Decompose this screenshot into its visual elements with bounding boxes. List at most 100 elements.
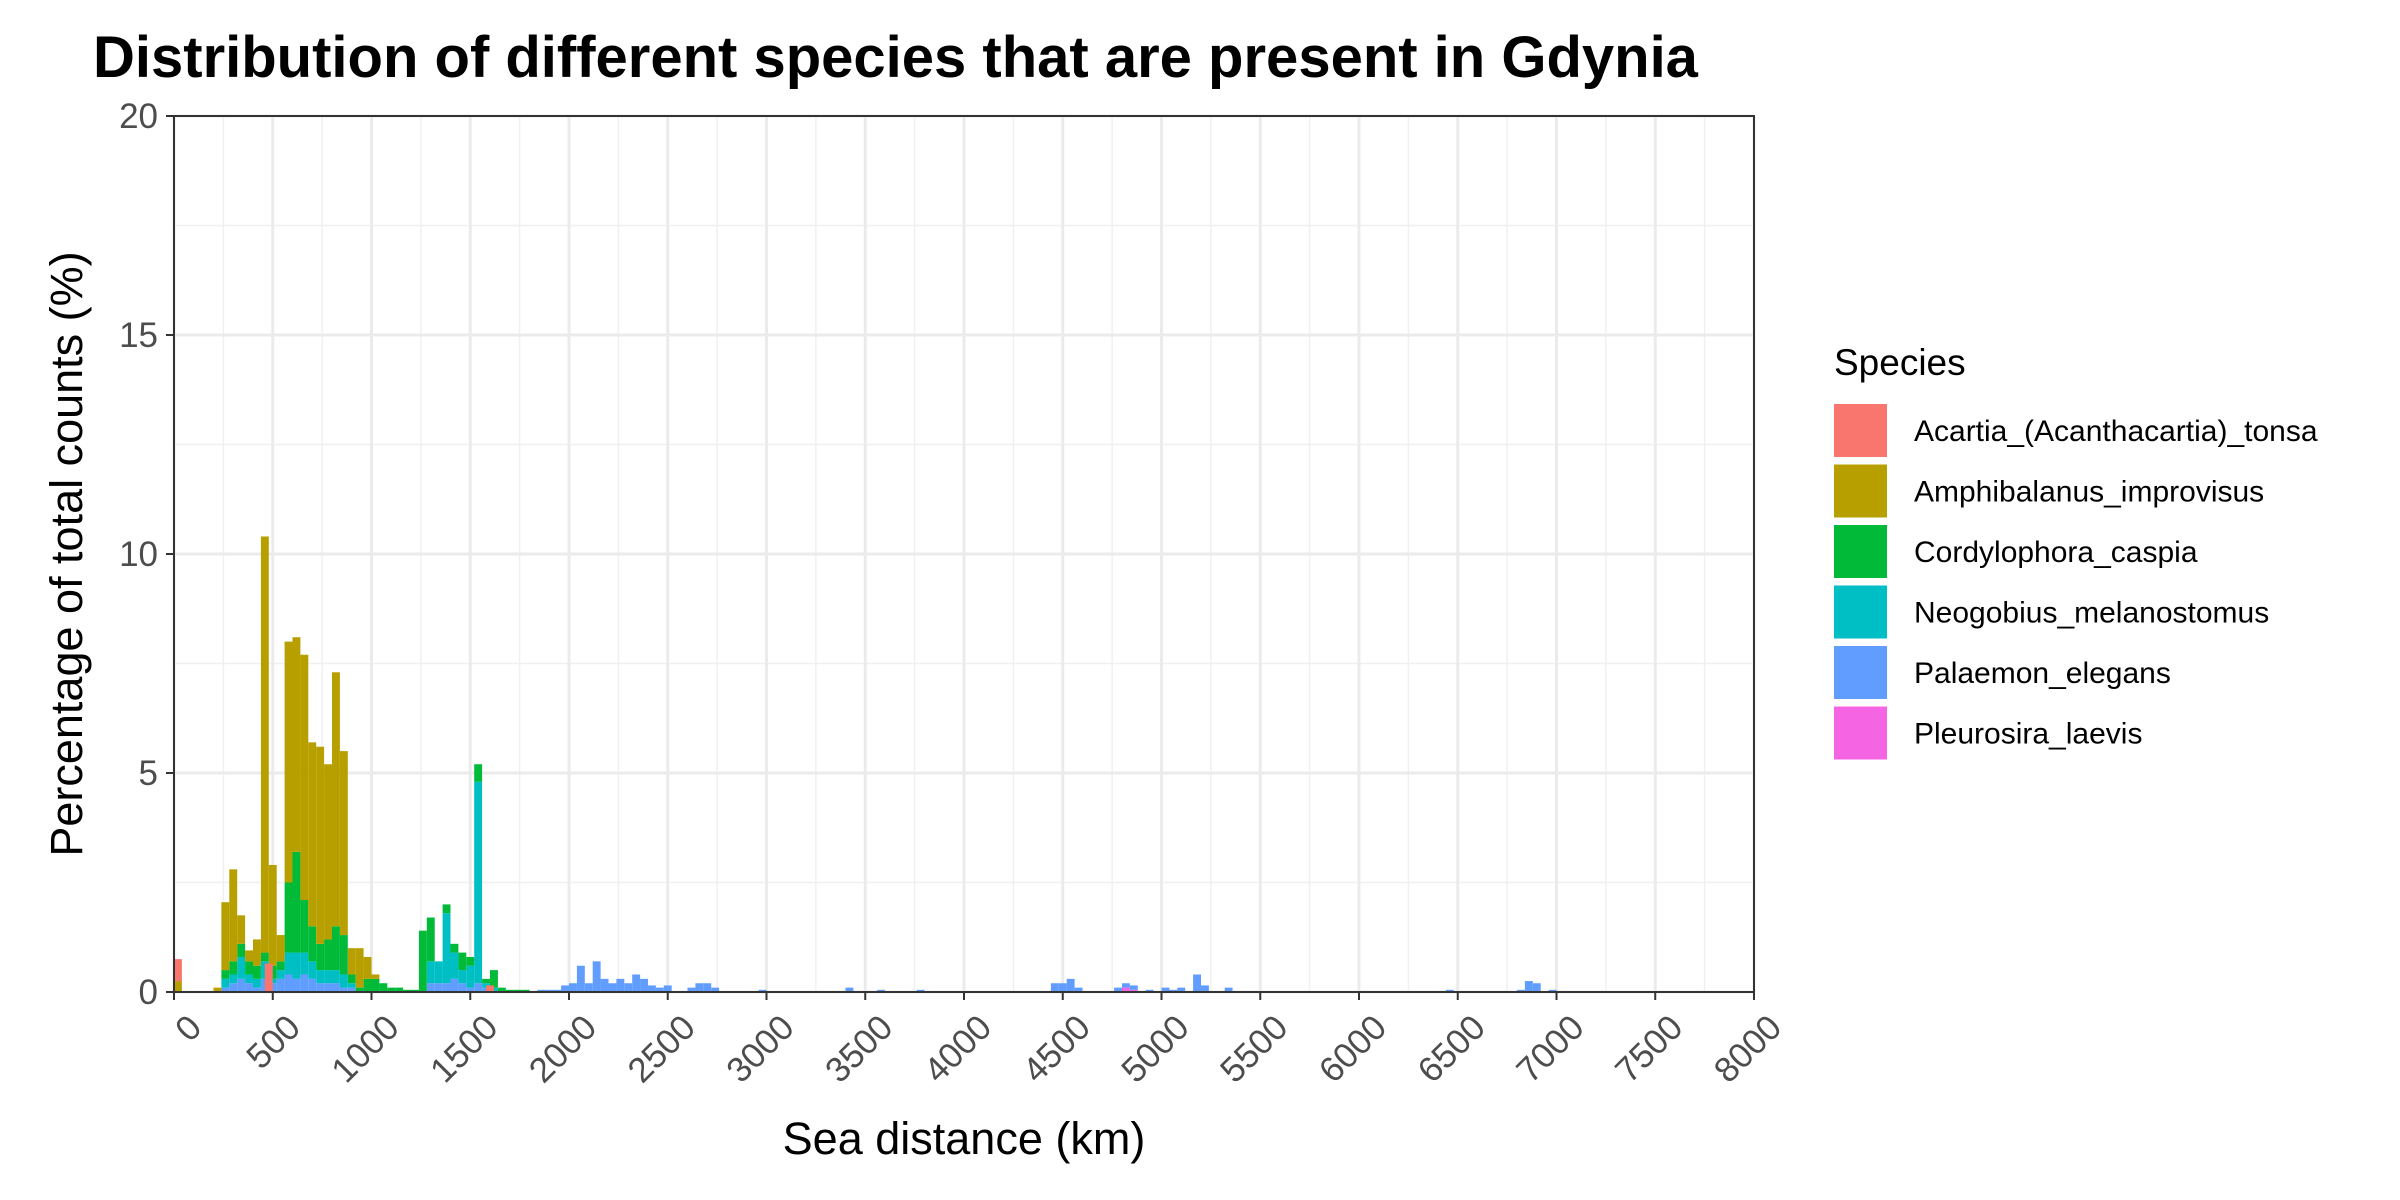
- bar: [474, 781, 483, 984]
- x-tick-label: 6500: [1410, 1008, 1493, 1091]
- bar: [260, 952, 269, 962]
- bar: [640, 978, 648, 992]
- x-tick-label: 8000: [1707, 1008, 1790, 1091]
- bar: [292, 978, 301, 992]
- legend-swatch: [1834, 525, 1887, 578]
- bar: [339, 751, 348, 936]
- bar: [221, 902, 230, 971]
- x-tick-label: 5000: [1114, 1008, 1197, 1091]
- bar: [237, 915, 246, 944]
- bar: [553, 989, 562, 992]
- bar: [458, 952, 467, 971]
- legend-swatch: [1834, 585, 1887, 639]
- bar: [1129, 989, 1138, 992]
- bar: [450, 943, 459, 953]
- bar: [284, 952, 293, 975]
- x-axis-title: Sea distance (km): [783, 1113, 1146, 1164]
- x-tick-label: 500: [239, 1008, 308, 1077]
- bar: [1524, 981, 1533, 992]
- bar: [711, 987, 720, 992]
- bar: [300, 952, 309, 975]
- series-Amphibalanus_improvisus: [174, 536, 380, 992]
- bar: [616, 978, 625, 992]
- y-tick-label: 0: [139, 973, 158, 1012]
- bar: [253, 987, 261, 992]
- bar: [300, 974, 309, 992]
- bar: [174, 981, 182, 992]
- bar: [513, 989, 522, 992]
- bar: [229, 983, 238, 992]
- bar: [284, 882, 293, 953]
- bar: [308, 742, 317, 927]
- bar: [1058, 983, 1067, 992]
- series-Palaemon_elegans: [221, 961, 1557, 992]
- legend-swatch: [1834, 404, 1887, 457]
- bar: [268, 864, 277, 966]
- bar: [276, 961, 285, 971]
- bar: [418, 930, 427, 992]
- bar: [490, 987, 498, 992]
- bar: [1548, 989, 1557, 992]
- x-tick-label: 0: [168, 1008, 209, 1049]
- bar: [300, 654, 309, 901]
- bar: [545, 989, 554, 992]
- x-tick-label: 4500: [1015, 1008, 1098, 1091]
- bar: [466, 965, 475, 988]
- bar: [576, 965, 585, 992]
- bar: [916, 989, 925, 992]
- bar: [308, 961, 317, 979]
- bar: [434, 961, 443, 984]
- bar: [347, 983, 356, 988]
- legend-items: Acartia_(Acanthacartia)_tonsa Amphibalanu…: [1834, 404, 2318, 760]
- bar: [347, 948, 356, 975]
- bar: [316, 746, 325, 944]
- bar: [442, 983, 451, 992]
- bar: [245, 961, 253, 975]
- y-tick-label: 10: [119, 535, 158, 574]
- bar: [316, 983, 325, 992]
- x-tick-label: 1500: [423, 1008, 506, 1091]
- x-tick-label: 3000: [719, 1008, 802, 1091]
- x-tick-label: 7000: [1509, 1008, 1592, 1091]
- bar: [308, 978, 317, 992]
- bar: [434, 983, 443, 992]
- bar: [292, 851, 301, 953]
- bar: [490, 970, 498, 988]
- bar: [237, 978, 246, 992]
- bar: [486, 985, 494, 992]
- bar: [387, 987, 396, 992]
- bar: [339, 974, 348, 988]
- bar: [1201, 985, 1209, 992]
- bar: [363, 956, 372, 979]
- bar: [253, 965, 261, 979]
- series-Cordylophora_caspia: [221, 764, 530, 992]
- y-tick-label: 5: [139, 754, 158, 793]
- bar: [292, 952, 301, 979]
- bar: [371, 978, 380, 992]
- bar: [1050, 983, 1059, 992]
- bar: [663, 985, 672, 992]
- bar: [1066, 978, 1075, 992]
- bar: [466, 956, 475, 966]
- legend-swatch: [1834, 646, 1887, 699]
- bar: [648, 985, 656, 992]
- bar: [403, 989, 411, 992]
- bar: [569, 983, 577, 992]
- bar: [237, 943, 246, 957]
- legend-label: Pleurosira_laevis: [1914, 718, 2142, 751]
- bar: [1145, 989, 1154, 992]
- legend-label: Neogobius_melanostomus: [1914, 597, 2269, 630]
- bar: [213, 987, 222, 992]
- bar: [229, 961, 238, 975]
- bar: [1193, 974, 1201, 992]
- bar: [347, 974, 356, 984]
- bars: [174, 536, 1557, 992]
- bar: [395, 987, 404, 992]
- bar: [1122, 987, 1130, 992]
- bar: [687, 987, 696, 992]
- bar: [703, 983, 712, 992]
- bar: [1122, 983, 1130, 988]
- bar: [371, 974, 380, 979]
- bar: [237, 956, 246, 979]
- bar: [426, 983, 435, 992]
